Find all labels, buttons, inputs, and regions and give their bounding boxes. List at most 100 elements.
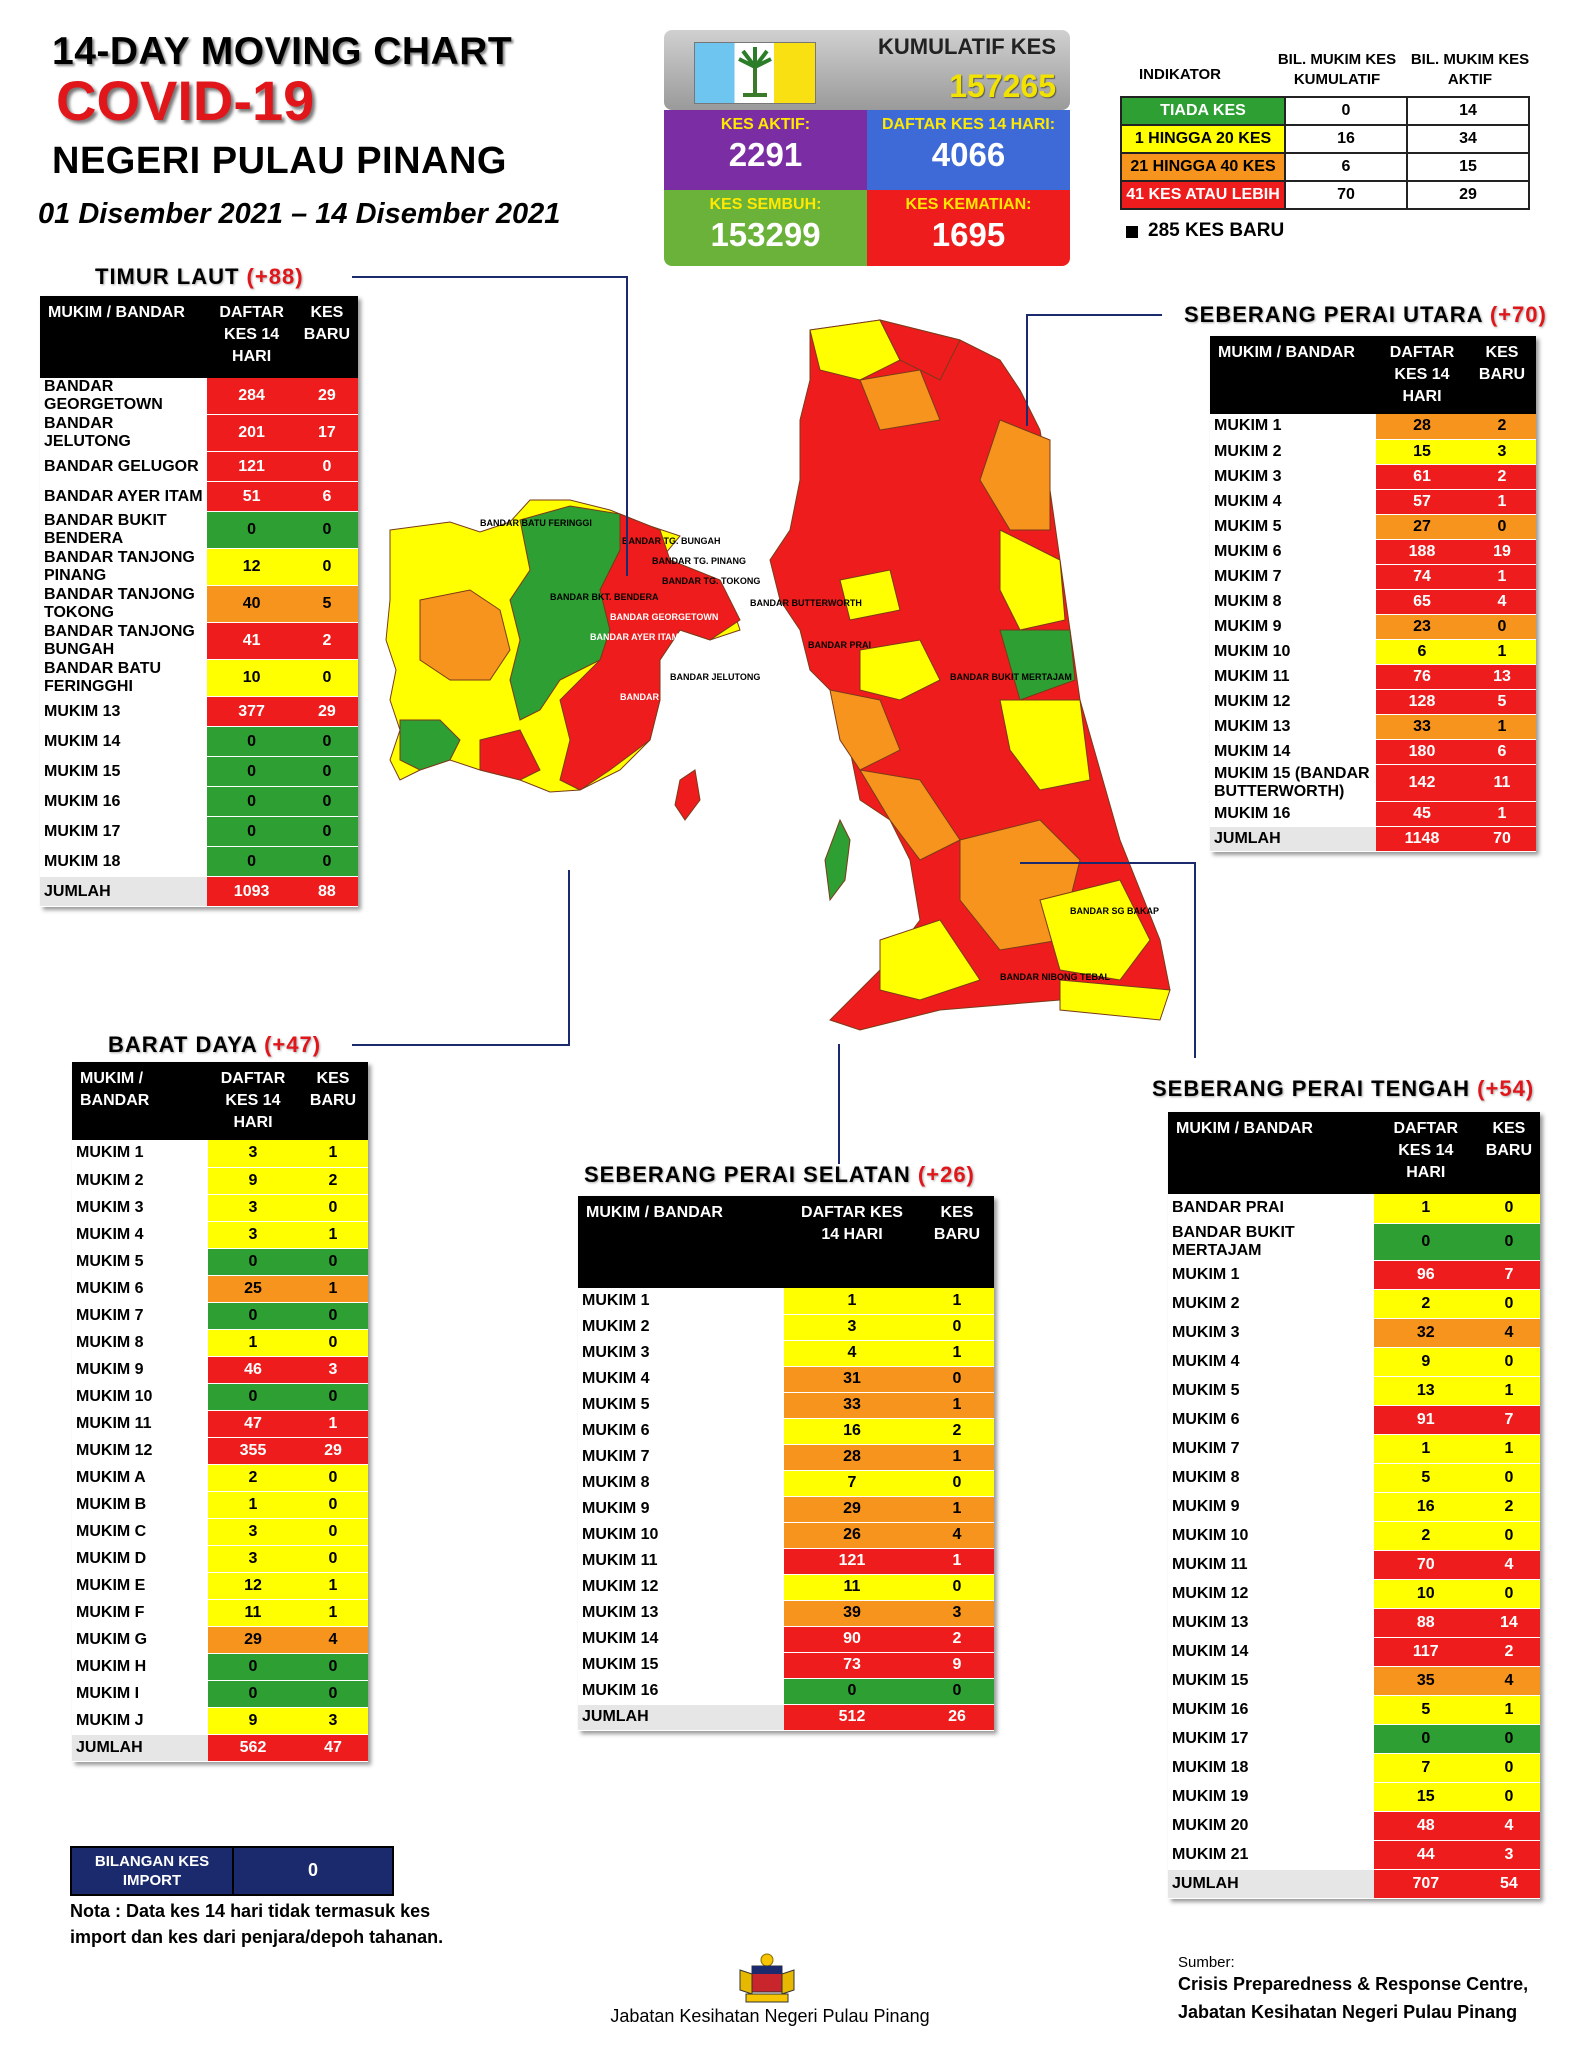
table-row: MUKIM F 11 1 bbox=[72, 1599, 368, 1627]
row-baru-value: 1 bbox=[920, 1340, 994, 1367]
total-label: JUMLAH bbox=[40, 876, 208, 907]
row-daftar-value: 29 bbox=[784, 1496, 920, 1523]
row-name: MUKIM 16 bbox=[578, 1678, 784, 1705]
map-label-tgbungah: BANDAR TG. BUNGAH bbox=[622, 536, 721, 546]
row-daftar-value: 180 bbox=[1376, 739, 1468, 765]
row-name: MUKIM 14 bbox=[1210, 739, 1376, 765]
row-daftar-value: 355 bbox=[208, 1437, 298, 1465]
row-baru-value: 0 bbox=[920, 1574, 994, 1601]
row-name: MUKIM 14 bbox=[1168, 1637, 1374, 1667]
row-baru-value: 1 bbox=[1477, 1434, 1540, 1464]
indicator-col2: BIL. MUKIM KES KUMULATIF bbox=[1277, 51, 1397, 88]
indicator-row: 21 HINGGA 40 KES 6 15 bbox=[1120, 152, 1530, 182]
table-row: BANDAR TANJONG PINANG 12 0 bbox=[40, 548, 358, 586]
row-name: BANDAR PRAI bbox=[1168, 1194, 1374, 1224]
header-baru: KES BARU bbox=[920, 1196, 994, 1288]
spt-plus: (+54) bbox=[1477, 1076, 1535, 1101]
row-baru-value: 11 bbox=[1468, 764, 1536, 802]
table-row: MUKIM 6 25 1 bbox=[72, 1275, 368, 1303]
table-row: MUKIM 4 31 0 bbox=[578, 1366, 994, 1393]
row-name: BANDAR BATU FERINGGHI bbox=[40, 659, 208, 697]
row-baru-value: 29 bbox=[295, 696, 358, 727]
active-cases-box: KES AKTIF: 2291 bbox=[664, 110, 867, 190]
indicator-value: 70 bbox=[1284, 180, 1408, 210]
row-daftar-value: 3 bbox=[208, 1194, 298, 1222]
row-daftar-value: 117 bbox=[1373, 1637, 1478, 1667]
row-name: MUKIM 17 bbox=[40, 816, 208, 847]
table-row: MUKIM 16 45 1 bbox=[1210, 801, 1536, 827]
row-baru-value: 1 bbox=[298, 1275, 368, 1303]
row-name: MUKIM 12 bbox=[578, 1574, 784, 1601]
header-baru: KES BARU bbox=[1468, 336, 1536, 414]
map-label-tgtokong: BANDAR TG. TOKONG bbox=[662, 576, 760, 586]
table-row: MUKIM 16 0 0 bbox=[40, 786, 358, 817]
table-row: MUKIM 12 128 5 bbox=[1210, 689, 1536, 715]
table-row: MUKIM 3 61 2 bbox=[1210, 464, 1536, 490]
table-row: MUKIM 13 39 3 bbox=[578, 1600, 994, 1627]
spu-title-text: SEBERANG PERAI UTARA bbox=[1184, 302, 1483, 327]
row-daftar-value: 0 bbox=[1373, 1724, 1478, 1754]
recovered-value: 153299 bbox=[710, 216, 821, 253]
row-baru-value: 4 bbox=[1477, 1811, 1540, 1841]
source-line1: Crisis Preparedness & Response Centre, bbox=[1178, 1974, 1529, 1994]
row-name: MUKIM A bbox=[72, 1464, 208, 1492]
indicator-value: 34 bbox=[1406, 124, 1530, 154]
table-row: MUKIM 15 35 4 bbox=[1168, 1666, 1540, 1696]
table-row: MUKIM 5 27 0 bbox=[1210, 514, 1536, 540]
row-baru-value: 1 bbox=[1468, 489, 1536, 515]
row-name: MUKIM 16 bbox=[40, 786, 208, 817]
row-baru-value: 7 bbox=[1477, 1260, 1540, 1290]
row-baru-value: 3 bbox=[920, 1600, 994, 1627]
row-baru-value: 5 bbox=[295, 585, 358, 623]
row-name: MUKIM 7 bbox=[1210, 564, 1376, 590]
row-name: MUKIM 18 bbox=[1168, 1753, 1374, 1783]
row-daftar-value: 10 bbox=[207, 659, 296, 697]
header-baru: KES BARU bbox=[1477, 1112, 1540, 1194]
indicator-label: TIADA KES bbox=[1120, 96, 1286, 126]
row-name: MUKIM 4 bbox=[1210, 489, 1376, 515]
row-baru-value: 1 bbox=[920, 1288, 994, 1315]
table-row: BANDAR BUKIT MERTAJAM 0 0 bbox=[1168, 1223, 1540, 1261]
row-baru-value: 1 bbox=[1468, 639, 1536, 665]
row-baru-value: 0 bbox=[1477, 1194, 1540, 1224]
timur-laut-plus: (+88) bbox=[246, 264, 304, 289]
table-row: BANDAR TANJONG BUNGAH 41 2 bbox=[40, 622, 358, 660]
row-name: MUKIM 5 bbox=[1168, 1376, 1374, 1406]
row-baru-value: 3 bbox=[1477, 1840, 1540, 1870]
row-daftar-value: 188 bbox=[1376, 539, 1468, 565]
row-daftar-value: 61 bbox=[1376, 464, 1468, 490]
row-daftar-value: 0 bbox=[208, 1302, 298, 1330]
total-baru-value: 70 bbox=[1468, 826, 1536, 852]
row-baru-value: 1 bbox=[298, 1221, 368, 1249]
row-daftar-value: 0 bbox=[207, 756, 296, 787]
row-name: MUKIM 14 bbox=[40, 726, 208, 757]
total-row: JUMLAH 512 26 bbox=[578, 1704, 994, 1731]
deaths-value: 1695 bbox=[931, 216, 1006, 253]
row-name: MUKIM 15 (BANDAR BUTTERWORTH) bbox=[1210, 764, 1376, 802]
row-daftar-value: 15 bbox=[1373, 1782, 1478, 1812]
row-baru-value: 0 bbox=[1477, 1724, 1540, 1754]
row-baru-value: 1 bbox=[298, 1140, 368, 1168]
row-baru-value: 3 bbox=[298, 1356, 368, 1384]
cumulative-label: KUMULATIF KES bbox=[877, 34, 1056, 59]
row-daftar-value: 201 bbox=[207, 414, 296, 452]
row-daftar-value: 5 bbox=[1373, 1695, 1478, 1725]
row-name: MUKIM J bbox=[72, 1707, 208, 1735]
row-daftar-value: 40 bbox=[207, 585, 296, 623]
row-daftar-value: 9 bbox=[208, 1167, 298, 1195]
row-baru-value: 4 bbox=[1477, 1666, 1540, 1696]
list14-box: DAFTAR KES 14 HARI: 4066 bbox=[867, 110, 1070, 190]
row-name: BANDAR GEORGETOWN bbox=[40, 378, 208, 415]
row-baru-value: 0 bbox=[1477, 1579, 1540, 1609]
row-daftar-value: 0 bbox=[208, 1248, 298, 1276]
table-row: MUKIM 6 16 2 bbox=[578, 1418, 994, 1445]
row-name: MUKIM 12 bbox=[72, 1437, 208, 1465]
indicator-label: 1 HINGGA 20 KES bbox=[1120, 124, 1286, 154]
row-baru-value: 4 bbox=[1477, 1318, 1540, 1348]
table-row: MUKIM 17 0 0 bbox=[40, 816, 358, 847]
table-row: MUKIM 15 (BANDAR BUTTERWORTH) 142 11 bbox=[1210, 764, 1536, 802]
header-mukim: MUKIM / BANDAR bbox=[72, 1062, 208, 1140]
